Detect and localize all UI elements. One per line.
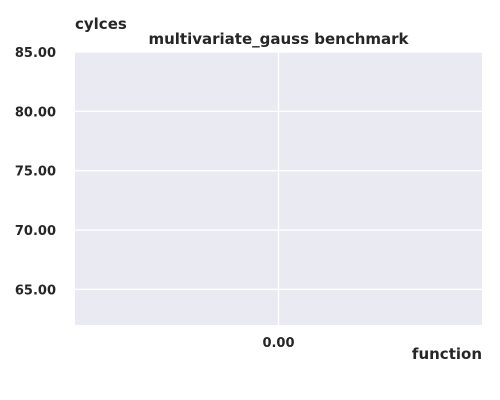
- x-axis-label: function: [411, 345, 482, 363]
- y-tick-label: 85.00: [15, 46, 56, 61]
- x-tick-label: 0.00: [262, 336, 294, 351]
- y-tick-label: 70.00: [15, 224, 56, 239]
- y-tick-label: 65.00: [15, 283, 56, 298]
- y-axis-label: cylces: [75, 15, 127, 33]
- chart-title: multivariate_gauss benchmark: [148, 30, 409, 48]
- y-tick-label: 80.00: [15, 105, 56, 120]
- y-tick-label: 75.00: [15, 165, 56, 180]
